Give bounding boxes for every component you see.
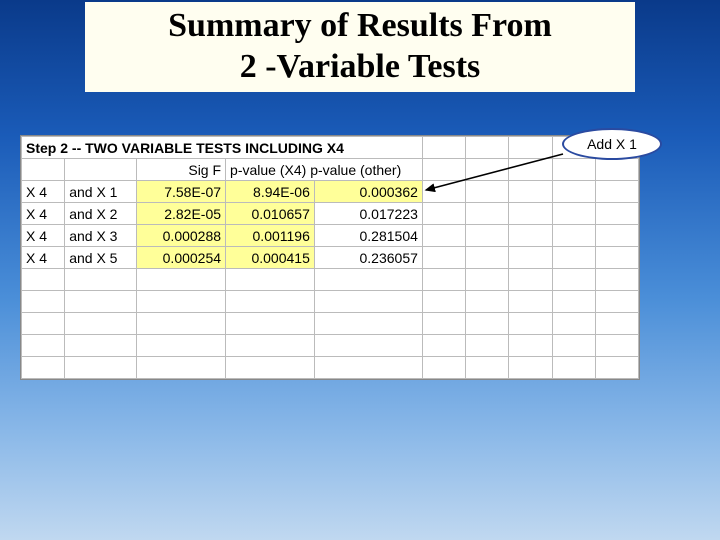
col-header-sigf: Sig F bbox=[137, 159, 226, 181]
cell-empty bbox=[552, 203, 595, 225]
cell-empty bbox=[509, 181, 552, 203]
cell-sigf: 0.000288 bbox=[137, 225, 226, 247]
cell-empty bbox=[466, 159, 509, 181]
cell-pval-other: 0.017223 bbox=[314, 203, 422, 225]
col-header-pvals: p-value (X4) p-value (other) bbox=[226, 159, 423, 181]
table-row: X 4 and X 3 0.000288 0.001196 0.281504 bbox=[22, 225, 639, 247]
table-row: X 4 and X 1 7.58E-07 8.94E-06 0.000362 bbox=[22, 181, 639, 203]
cell-var1: X 4 bbox=[22, 203, 65, 225]
cell-pval-x4: 0.001196 bbox=[226, 225, 315, 247]
results-table: Step 2 -- TWO VARIABLE TESTS INCLUDING X… bbox=[21, 136, 639, 379]
cell-empty bbox=[466, 225, 509, 247]
cell-empty bbox=[552, 181, 595, 203]
table-row bbox=[22, 313, 639, 335]
cell-pval-other: 0.281504 bbox=[314, 225, 422, 247]
cell-sigf: 2.82E-05 bbox=[137, 203, 226, 225]
cell-empty bbox=[552, 159, 595, 181]
cell-conj: and X 1 bbox=[65, 181, 137, 203]
title-box: Summary of Results From 2 -Variable Test… bbox=[85, 2, 635, 92]
cell-empty bbox=[595, 225, 638, 247]
cell-empty bbox=[509, 137, 552, 159]
cell-empty bbox=[595, 247, 638, 269]
cell-conj: and X 3 bbox=[65, 225, 137, 247]
cell-empty bbox=[466, 181, 509, 203]
title-line-1: Summary of Results From bbox=[85, 6, 635, 47]
table-row: X 4 and X 5 0.000254 0.000415 0.236057 bbox=[22, 247, 639, 269]
table-row bbox=[22, 357, 639, 379]
spreadsheet: Step 2 -- TWO VARIABLE TESTS INCLUDING X… bbox=[20, 135, 640, 380]
cell-pval-x4: 0.010657 bbox=[226, 203, 315, 225]
cell-pval-other: 0.236057 bbox=[314, 247, 422, 269]
table-row: Step 2 -- TWO VARIABLE TESTS INCLUDING X… bbox=[22, 137, 639, 159]
cell-var1: X 4 bbox=[22, 225, 65, 247]
cell-empty bbox=[466, 247, 509, 269]
table-row bbox=[22, 335, 639, 357]
cell-empty bbox=[422, 159, 465, 181]
table-row: X 4 and X 2 2.82E-05 0.010657 0.017223 bbox=[22, 203, 639, 225]
cell-empty bbox=[422, 181, 465, 203]
cell-pval-other: 0.000362 bbox=[314, 181, 422, 203]
col-header-pval-x4: p-value (X4) bbox=[230, 162, 306, 178]
callout-label: Add X 1 bbox=[587, 136, 637, 152]
cell-conj: and X 5 bbox=[65, 247, 137, 269]
cell-empty bbox=[65, 159, 137, 181]
cell-empty bbox=[22, 159, 65, 181]
cell-empty bbox=[595, 181, 638, 203]
cell-empty bbox=[422, 225, 465, 247]
cell-var1: X 4 bbox=[22, 181, 65, 203]
step-header: Step 2 -- TWO VARIABLE TESTS INCLUDING X… bbox=[22, 137, 423, 159]
cell-pval-x4: 0.000415 bbox=[226, 247, 315, 269]
cell-empty bbox=[466, 137, 509, 159]
cell-empty bbox=[422, 137, 465, 159]
cell-empty bbox=[466, 203, 509, 225]
title-line-2: 2 -Variable Tests bbox=[85, 47, 635, 88]
cell-empty bbox=[552, 247, 595, 269]
cell-empty bbox=[595, 203, 638, 225]
cell-empty bbox=[509, 225, 552, 247]
cell-empty bbox=[509, 247, 552, 269]
col-header-pval-other: p-value (other) bbox=[310, 162, 401, 178]
callout-oval: Add X 1 bbox=[562, 128, 662, 160]
cell-sigf: 7.58E-07 bbox=[137, 181, 226, 203]
cell-empty bbox=[595, 159, 638, 181]
table-row bbox=[22, 291, 639, 313]
callout: Add X 1 bbox=[562, 128, 662, 160]
cell-sigf: 0.000254 bbox=[137, 247, 226, 269]
cell-empty bbox=[509, 159, 552, 181]
table-row bbox=[22, 269, 639, 291]
cell-pval-x4: 8.94E-06 bbox=[226, 181, 315, 203]
table-row: Sig F p-value (X4) p-value (other) bbox=[22, 159, 639, 181]
cell-empty bbox=[552, 225, 595, 247]
cell-empty bbox=[422, 203, 465, 225]
cell-conj: and X 2 bbox=[65, 203, 137, 225]
cell-empty bbox=[422, 247, 465, 269]
cell-empty bbox=[509, 203, 552, 225]
cell-var1: X 4 bbox=[22, 247, 65, 269]
